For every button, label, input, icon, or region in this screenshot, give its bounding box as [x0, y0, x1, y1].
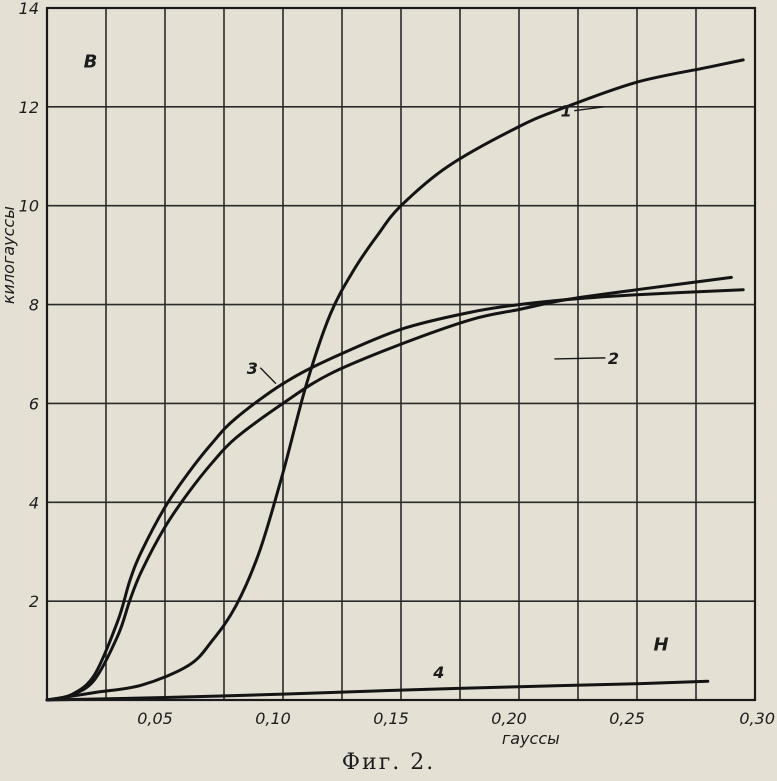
y-tick-label: 2 [29, 592, 39, 611]
curve-label-4: 4 [432, 663, 444, 682]
curve-label-2: 2 [608, 349, 619, 368]
y-tick-label: 12 [19, 98, 39, 117]
curve-pointer-2 [554, 357, 606, 360]
x-tick-label: 0,10 [255, 709, 291, 728]
y-tick-label: 8 [29, 296, 39, 315]
x-axis-title: гауссы [502, 729, 560, 748]
y-tick-label: 14 [19, 0, 39, 18]
x-tick-label: 0,25 [609, 709, 645, 728]
x-tick-label: 0,05 [137, 709, 173, 728]
x-tick-label: 0,15 [373, 709, 409, 728]
series-4-line [45, 679, 710, 702]
curve-pointer-3 [259, 367, 277, 385]
figure-caption: Фиг. 2. [341, 750, 436, 775]
series-1-line [45, 58, 745, 702]
curve-label-1: 1 [561, 102, 572, 121]
curve-layer [45, 58, 745, 702]
y-tick-label: 10 [19, 197, 39, 216]
x-tick-label: 0,30 [739, 709, 775, 728]
x-axis-letter: H [654, 635, 669, 656]
series-2-line [45, 275, 733, 702]
series-3-line [45, 288, 745, 702]
grid-layer [47, 8, 755, 700]
y-tick-label: 4 [29, 493, 39, 512]
y-axis-letter: B [84, 51, 98, 72]
y-axis-title: килогауссы [0, 206, 18, 304]
curve-pointer-1 [574, 106, 605, 112]
y-tick-label: 6 [29, 394, 39, 413]
x-tick-label: 0,20 [491, 709, 527, 728]
plot-frame [45, 6, 757, 702]
curve-label-3: 3 [247, 359, 258, 378]
